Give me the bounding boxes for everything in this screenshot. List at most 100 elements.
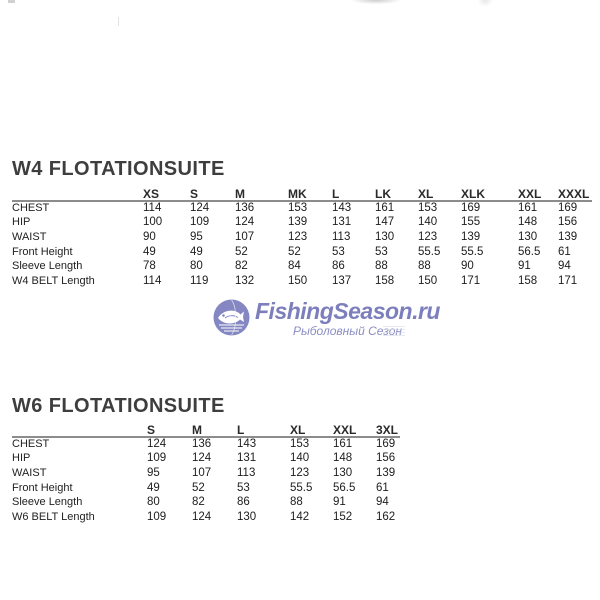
measurement-label: W4 BELT Length bbox=[12, 274, 95, 287]
measurement-value: 158 bbox=[375, 274, 395, 287]
measurement-value: 53 bbox=[237, 481, 250, 494]
measurement-value: 148 bbox=[518, 216, 538, 229]
measurement-value: 109 bbox=[147, 510, 167, 523]
measurement-value: 61 bbox=[558, 245, 571, 258]
measurement-value: 95 bbox=[147, 466, 160, 479]
measurement-value: 109 bbox=[190, 216, 210, 229]
measurement-value: 84 bbox=[288, 260, 301, 273]
w4-size-column-m: M bbox=[235, 187, 288, 202]
measurement-label: W6 BELT Length bbox=[12, 510, 95, 523]
measurement-value: 153 bbox=[418, 202, 438, 215]
measurement-value: 153 bbox=[290, 438, 310, 451]
measurement-value: 55.5 bbox=[290, 481, 313, 494]
w4-size-column-l: L bbox=[332, 187, 375, 202]
measurement-value: 49 bbox=[143, 245, 156, 258]
measurement-value: 56.5 bbox=[333, 481, 356, 494]
measurement-label: CHEST bbox=[12, 438, 50, 451]
measurement-value: 139 bbox=[288, 216, 308, 229]
measurement-value: 56.5 bbox=[518, 245, 541, 258]
measurement-value: 147 bbox=[375, 216, 395, 229]
measurement-value: 169 bbox=[461, 202, 481, 215]
measurement-value: 123 bbox=[290, 466, 310, 479]
header-corner-cell bbox=[12, 423, 147, 438]
measurement-value: 113 bbox=[237, 466, 256, 479]
measurement-value: 61 bbox=[376, 481, 389, 494]
measurement-value: 139 bbox=[376, 466, 396, 479]
measurement-label: CHEST bbox=[12, 202, 50, 215]
measurement-value: 91 bbox=[518, 260, 531, 273]
scan-artifact bbox=[8, 0, 15, 3]
measurement-value: 88 bbox=[418, 260, 431, 273]
measurement-value: 139 bbox=[558, 230, 578, 243]
w6-size-column-xxl: XXL bbox=[333, 423, 376, 438]
w6-section-title: W6 FLOTATIONSUITE bbox=[12, 395, 225, 417]
measurement-label: WAIST bbox=[12, 230, 47, 243]
table-row: W4 BELT Length 114 119 132 150 137 158 150 171 15… bbox=[12, 274, 592, 289]
watermark-subtitle-text: Рыболовный Сезон bbox=[292, 324, 403, 338]
measurement-value: 53 bbox=[375, 245, 388, 258]
w4-header-row: XS S M MK L LK XL XLK XXL XXXL bbox=[12, 187, 592, 202]
measurement-value: 94 bbox=[558, 260, 571, 273]
measurement-value: 109 bbox=[147, 452, 167, 465]
measurement-value: 95 bbox=[190, 230, 203, 243]
measurement-value: 82 bbox=[192, 496, 205, 509]
measurement-value: 156 bbox=[376, 452, 396, 465]
table-row: CHEST 114 124 136 153 143 161 153 169 161 169 bbox=[12, 201, 592, 216]
fishingseason-watermark: FishingSeason.ru Рыболовный Сезон bbox=[213, 299, 440, 338]
measurement-value: 119 bbox=[190, 274, 209, 287]
measurement-label: Sleeve Length bbox=[12, 260, 83, 273]
table-row: Sleeve Length 78 80 82 84 86 88 88 90 91 94 bbox=[12, 259, 592, 274]
measurement-value: 171 bbox=[461, 274, 481, 287]
measurement-value: 161 bbox=[333, 438, 353, 451]
measurement-value: 78 bbox=[143, 260, 156, 273]
measurement-value: 139 bbox=[461, 230, 481, 243]
measurement-value: 169 bbox=[376, 438, 396, 451]
measurement-value: 171 bbox=[558, 274, 578, 287]
watermark-hatch-artifact bbox=[383, 326, 405, 338]
measurement-value: 153 bbox=[288, 202, 308, 215]
w4-size-column-xs: XS bbox=[143, 187, 190, 202]
table-row: HIP 109 124 131 140 148 156 bbox=[12, 452, 400, 467]
measurement-value: 55.5 bbox=[418, 245, 441, 258]
measurement-value: 124 bbox=[192, 510, 212, 523]
w4-size-column-lk: LK bbox=[375, 187, 418, 202]
measurement-value: 140 bbox=[290, 452, 310, 465]
table-row: W6 BELT Length 109 124 130 142 152 162 bbox=[12, 510, 400, 525]
w6-size-column-xl: XL bbox=[290, 423, 333, 438]
measurement-value: 107 bbox=[235, 230, 255, 243]
measurement-value: 132 bbox=[235, 274, 255, 287]
measurement-value: 80 bbox=[147, 496, 160, 509]
table-row: Front Height 49 49 52 52 53 53 55.5 55.5 56.5 61 bbox=[12, 245, 592, 260]
w6-size-column-s: S bbox=[147, 423, 192, 438]
measurement-label: Front Height bbox=[12, 245, 73, 258]
measurement-value: 91 bbox=[333, 496, 346, 509]
measurement-value: 94 bbox=[376, 496, 389, 509]
w4-size-column-s: S bbox=[190, 187, 235, 202]
measurement-value: 136 bbox=[192, 438, 212, 451]
measurement-value: 52 bbox=[288, 245, 301, 258]
w4-size-table: XS S M MK L LK XL XLK XXL XXXL CHEST 114 124 136 153 14… bbox=[12, 187, 592, 289]
measurement-value: 49 bbox=[190, 245, 203, 258]
measurement-value: 143 bbox=[332, 202, 352, 215]
measurement-value: 88 bbox=[290, 496, 303, 509]
measurement-value: 136 bbox=[235, 202, 255, 215]
measurement-value: 86 bbox=[237, 496, 250, 509]
measurement-value: 124 bbox=[192, 452, 212, 465]
measurement-value: 131 bbox=[237, 452, 257, 465]
measurement-value: 155 bbox=[461, 216, 481, 229]
scan-artifact bbox=[118, 17, 119, 26]
measurement-value: 90 bbox=[143, 230, 156, 243]
measurement-value: 156 bbox=[558, 216, 578, 229]
measurement-value: 124 bbox=[235, 216, 255, 229]
w4-size-column-xl: XL bbox=[418, 187, 461, 202]
measurement-label: WAIST bbox=[12, 466, 47, 479]
w6-size-column-m: M bbox=[192, 423, 237, 438]
measurement-value: 90 bbox=[461, 260, 474, 273]
measurement-value: 130 bbox=[518, 230, 538, 243]
w6-size-column-l: L bbox=[237, 423, 290, 438]
measurement-value: 130 bbox=[237, 510, 257, 523]
measurement-value: 137 bbox=[332, 274, 352, 287]
measurement-value: 150 bbox=[418, 274, 438, 287]
table-row: Front Height 49 52 53 55.5 56.5 61 bbox=[12, 481, 400, 496]
